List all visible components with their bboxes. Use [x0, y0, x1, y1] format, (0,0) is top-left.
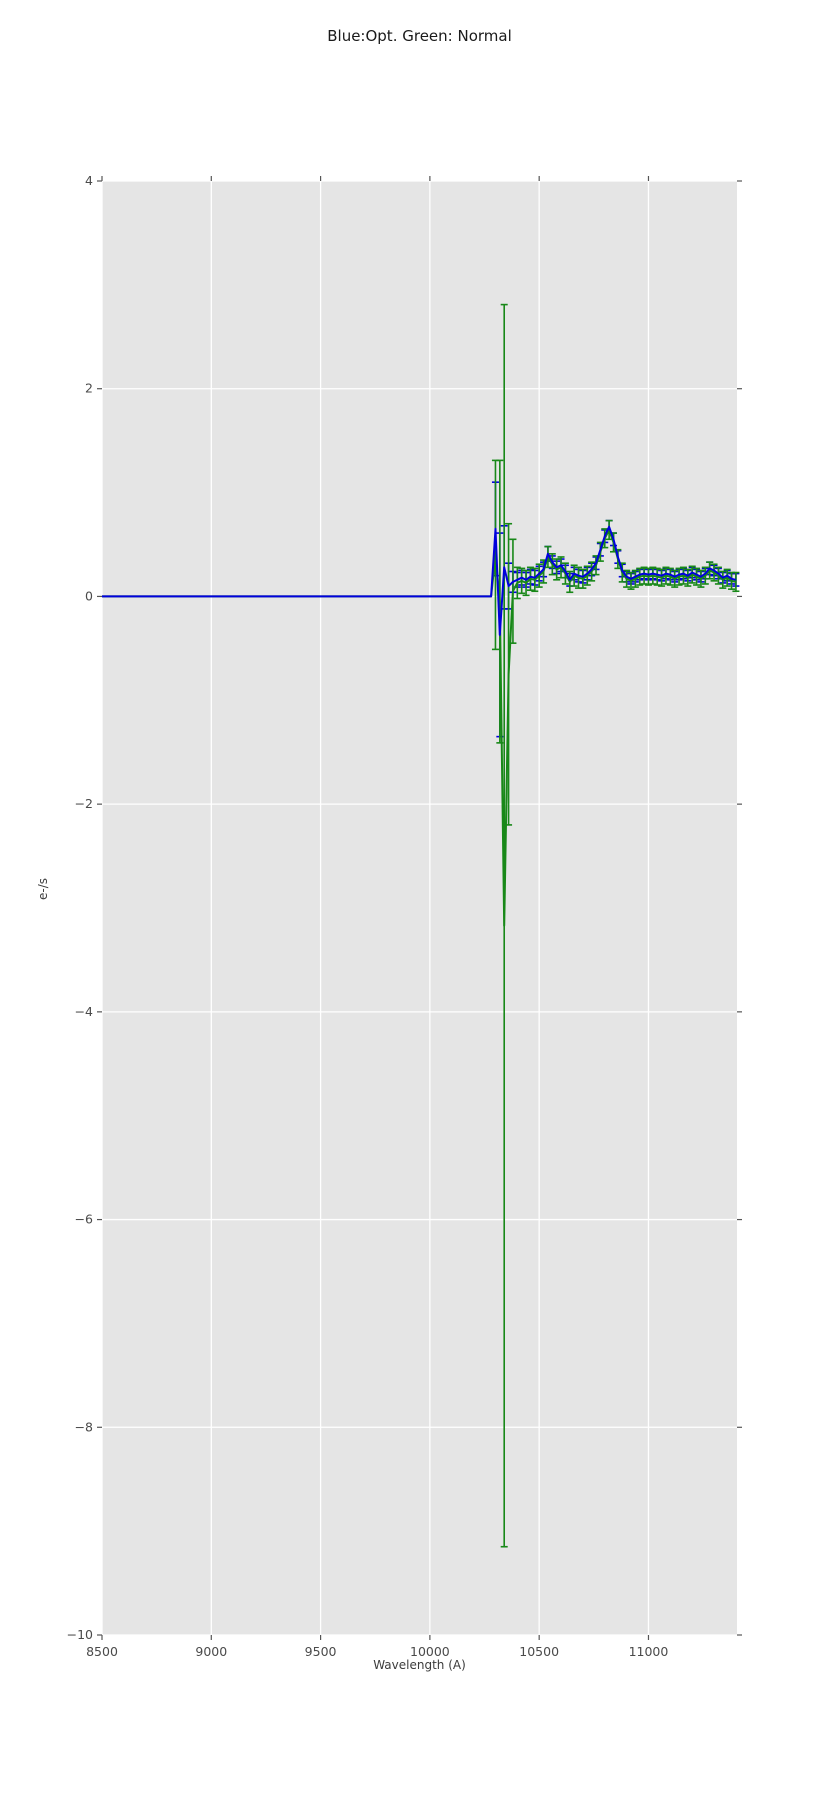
y-tick-label: 0 [85, 588, 93, 603]
x-tick-label: 10500 [519, 1644, 559, 1659]
x-tick-label: 9000 [195, 1644, 227, 1659]
y-tick-label: −4 [75, 1004, 93, 1019]
chart-title: Blue:Opt. Green: Normal [327, 27, 512, 45]
y-tick-label: −8 [75, 1419, 93, 1434]
y-tick-label: −10 [67, 1627, 93, 1642]
x-tick-label: 9500 [305, 1644, 337, 1659]
y-tick-label: 2 [85, 381, 93, 396]
y-tick-label: 4 [85, 173, 93, 188]
x-tick-label: 8500 [86, 1644, 118, 1659]
x-axis-label: Wavelength (A) [373, 1658, 466, 1672]
y-tick-label: −6 [75, 1212, 93, 1227]
x-tick-label: 11000 [629, 1644, 669, 1659]
plot-area [102, 181, 737, 1635]
y-tick-label: −2 [75, 796, 93, 811]
series-line-opt [102, 525, 737, 636]
x-tick-label: 10000 [410, 1644, 450, 1659]
